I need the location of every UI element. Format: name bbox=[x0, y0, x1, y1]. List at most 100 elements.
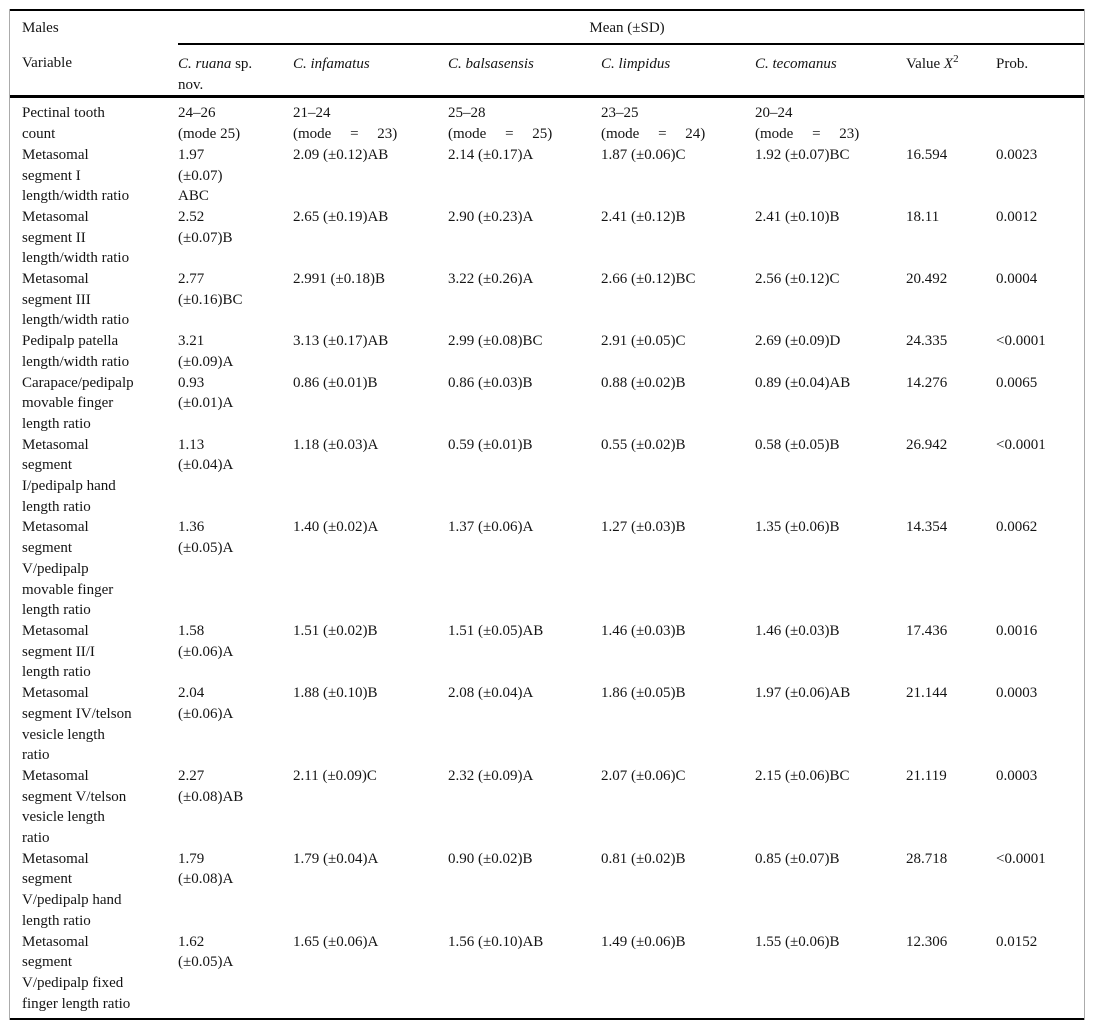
prob-cell: <0.0001 bbox=[996, 850, 1046, 867]
spanner-header-row: Males Mean (±SD) bbox=[10, 10, 1085, 45]
value-cell: 1.88 (±0.10)B bbox=[293, 685, 378, 702]
value-cell: 1.79 (±0.04)A bbox=[293, 850, 379, 867]
value-cell: 2.07 (±0.06)C bbox=[601, 767, 686, 784]
col-header-ruana: C. ruana sp. nov. bbox=[178, 44, 293, 99]
value-cell: 0.90 (±0.02)B bbox=[448, 850, 533, 867]
variable-cell: Metasomal segment V/pedipalp movable fin… bbox=[22, 519, 114, 619]
chi-cell: 17.436 bbox=[906, 622, 948, 639]
value-cell: 1.55 (±0.06)B bbox=[755, 933, 840, 950]
chi-cell: 16.594 bbox=[906, 146, 948, 163]
variable-cell: Metasomal segment V/pedipalp fixed finge… bbox=[22, 933, 131, 1012]
value-cell: 1.46 (±0.03)B bbox=[755, 622, 840, 639]
prob-cell: 0.0004 bbox=[996, 271, 1038, 288]
value-cell: 1.51 (±0.05)AB bbox=[448, 622, 544, 639]
value-cell: 2.91 (±0.05)C bbox=[601, 333, 686, 350]
value-cell: 2.52 (±0.07)B bbox=[178, 208, 233, 246]
value-cell: 20–24 (mode = 23) bbox=[755, 105, 860, 143]
chi-cell bbox=[906, 97, 996, 145]
value-cell: 3.21 (±0.09)A bbox=[178, 333, 234, 370]
value-cell: 1.49 (±0.06)B bbox=[601, 933, 686, 950]
males-label: Males bbox=[22, 20, 59, 36]
table-row: Metasomal segment V/pedipalp movable fin… bbox=[10, 517, 1084, 621]
value-cell: 2.32 (±0.09)A bbox=[448, 767, 534, 784]
col-header-tecomanus: C. tecomanus bbox=[755, 44, 906, 99]
value-cell: 2.41 (±0.10)B bbox=[755, 208, 840, 225]
variable-cell: Metasomal segment I/pedipalp hand length… bbox=[22, 436, 116, 515]
value-cell: 3.13 (±0.17)AB bbox=[293, 333, 389, 350]
species-name: C. tecomanus bbox=[755, 56, 837, 72]
value-cell: 0.89 (±0.04)AB bbox=[755, 374, 851, 391]
value-cell: 1.87 (±0.06)C bbox=[601, 146, 686, 163]
prob-cell bbox=[996, 97, 1084, 145]
species-name: C. ruana bbox=[178, 56, 232, 72]
value-cell: 2.15 (±0.06)BC bbox=[755, 767, 850, 784]
prob-cell: 0.0062 bbox=[996, 519, 1038, 536]
chi-cell: 14.354 bbox=[906, 519, 948, 536]
variable-cell: Metasomal segment II/I length ratio bbox=[22, 622, 95, 681]
paper-table-container: Males Mean (±SD) Variable C. ruana sp. n… bbox=[9, 9, 1085, 1020]
value-cell: 2.90 (±0.23)A bbox=[448, 208, 534, 225]
value-cell: 1.62 (±0.05)A bbox=[178, 933, 234, 971]
chi-cell: 21.119 bbox=[906, 767, 947, 784]
table-row: Metasomal segment V/pedipalp hand length… bbox=[10, 849, 1084, 932]
variable-cell: Metasomal segment V/telson vesicle lengt… bbox=[22, 767, 127, 847]
species-header-wrap: C. ruana sp. nov. bbox=[178, 54, 273, 94]
col-header-variable: Variable bbox=[10, 44, 178, 99]
chi-symbol: X bbox=[943, 56, 954, 72]
variable-cell: Metasomal segment V/pedipalp hand length… bbox=[22, 850, 122, 929]
value-cell: 2.04 (±0.06)A bbox=[178, 685, 234, 722]
value-cell: 1.56 (±0.10)AB bbox=[448, 933, 544, 950]
value-cell: 0.58 (±0.05)B bbox=[755, 436, 840, 453]
value-cell: 1.36 (±0.05)A bbox=[178, 519, 234, 557]
chi-cell: 26.942 bbox=[906, 436, 948, 453]
variable-cell: Metasomal segment II length/width ratio bbox=[22, 208, 130, 267]
chi-cell: 28.718 bbox=[906, 850, 948, 867]
table-row: Pectinal tooth count 24–26 (mode 25) 21–… bbox=[10, 97, 1084, 145]
table-row: Metasomal segment V/telson vesicle lengt… bbox=[10, 766, 1084, 849]
prob-cell: 0.0016 bbox=[996, 622, 1038, 639]
value-cell: 25–28 (mode = 25) bbox=[448, 105, 553, 143]
table-row: Metasomal segment I/pedipalp hand length… bbox=[10, 435, 1084, 518]
species-name: C. infamatus bbox=[293, 56, 370, 72]
value-cell: 24–26 (mode 25) bbox=[178, 105, 241, 143]
value-cell: 0.85 (±0.07)B bbox=[755, 850, 840, 867]
table-row: Metasomal segment III length/width ratio… bbox=[10, 269, 1084, 331]
value-cell: 1.65 (±0.06)A bbox=[293, 933, 379, 950]
value-cell: 1.92 (±0.07)BC bbox=[755, 146, 850, 163]
value-cell: 1.97 (±0.07) ABC bbox=[178, 146, 223, 205]
variable-cell: Metasomal segment IV/telson vesicle leng… bbox=[22, 685, 132, 764]
value-cell: 1.79 (±0.08)A bbox=[178, 850, 234, 888]
chi-cell: 20.492 bbox=[906, 271, 948, 288]
species-name: C. balsasensis bbox=[448, 56, 534, 72]
value-cell: 1.86 (±0.05)B bbox=[601, 685, 686, 702]
value-cell: 1.27 (±0.03)B bbox=[601, 519, 686, 536]
value-cell: 2.11 (±0.09)C bbox=[293, 767, 377, 784]
chi-cell: 12.306 bbox=[906, 933, 948, 950]
col-header-limpidus: C. limpidus bbox=[601, 44, 755, 99]
value-cell: 0.86 (±0.03)B bbox=[448, 374, 533, 391]
table-row: Carapace/pedipalp movable finger length … bbox=[10, 373, 1084, 435]
species-suffix: sp. nov. bbox=[178, 56, 253, 93]
chi-cell: 18.11 bbox=[906, 208, 940, 225]
value-cell: 2.08 (±0.04)A bbox=[448, 685, 534, 702]
value-cell: 0.86 (±0.01)B bbox=[293, 374, 378, 391]
value-cell: 2.41 (±0.12)B bbox=[601, 208, 686, 225]
value-cell: 21–24 (mode = 23) bbox=[293, 105, 398, 143]
value-cell: 2.56 (±0.12)C bbox=[755, 271, 840, 288]
value-label: Value bbox=[906, 56, 941, 72]
morphometrics-table: Males Mean (±SD) Variable C. ruana sp. n… bbox=[10, 9, 1085, 1020]
chi-cell: 24.335 bbox=[906, 333, 948, 350]
variable-cell: Pectinal tooth count bbox=[22, 105, 105, 143]
value-cell: 2.69 (±0.09)D bbox=[755, 333, 841, 350]
species-name: C. limpidus bbox=[601, 56, 671, 72]
value-cell: 2.65 (±0.19)AB bbox=[293, 208, 389, 225]
prob-cell: <0.0001 bbox=[996, 333, 1046, 350]
value-cell: 1.51 (±0.02)B bbox=[293, 622, 378, 639]
table-row: Metasomal segment V/pedipalp fixed finge… bbox=[10, 932, 1084, 1020]
value-cell: 23–25 (mode = 24) bbox=[601, 105, 706, 143]
variable-cell: Pedipalp patella length/width ratio bbox=[22, 333, 130, 370]
chi-cell: 14.276 bbox=[906, 374, 948, 391]
column-header-row: Variable C. ruana sp. nov. C. infamatus … bbox=[10, 44, 1085, 99]
chi-cell: 21.144 bbox=[906, 685, 948, 702]
